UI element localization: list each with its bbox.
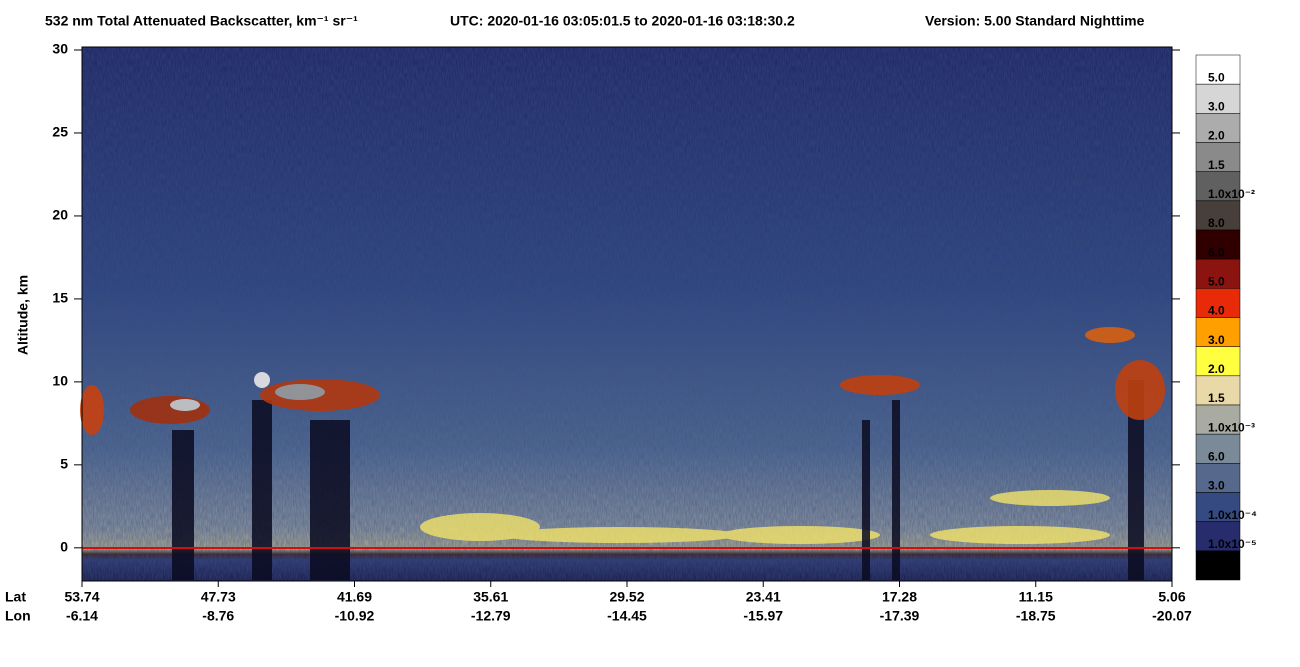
y-tick-label: 15 bbox=[52, 290, 68, 306]
lon-label: -10.92 bbox=[335, 608, 375, 624]
lat-label: 23.41 bbox=[746, 589, 781, 605]
colorbar-label: 8.0 bbox=[1208, 216, 1225, 230]
lon-label: -12.79 bbox=[471, 608, 511, 624]
lat-row-label: Lat bbox=[5, 589, 26, 605]
lat-label: 17.28 bbox=[882, 589, 917, 605]
colorbar-cell bbox=[1195, 113, 1241, 143]
y-tick-label: 10 bbox=[52, 373, 68, 389]
colorbar-label: 1.0x10⁻³ bbox=[1208, 420, 1255, 434]
colorbar-label: 3.0 bbox=[1208, 333, 1225, 347]
colorbar-cell bbox=[1195, 83, 1241, 114]
y-tick-label: 5 bbox=[60, 456, 68, 472]
y-tick-label: 20 bbox=[52, 207, 68, 223]
colorbar-label: 6.0 bbox=[1208, 245, 1225, 259]
colorbar-cell bbox=[1195, 229, 1241, 260]
lat-label: 35.61 bbox=[473, 589, 508, 605]
colorbar-cell bbox=[1195, 550, 1241, 581]
lat-label: 11.15 bbox=[1019, 589, 1053, 605]
y-axis-label: Altitude, km bbox=[15, 275, 31, 355]
colorbar-label: 1.5 bbox=[1208, 158, 1225, 172]
colorbar-label: 5.0 bbox=[1208, 275, 1225, 289]
lon-label: -8.76 bbox=[202, 608, 234, 624]
colorbar-cell bbox=[1195, 200, 1241, 231]
colorbar-cell bbox=[1195, 317, 1241, 347]
low-layer bbox=[420, 490, 1110, 544]
lat-label: 47.73 bbox=[201, 589, 236, 605]
colorbar-label: 1.0x10⁻⁵ bbox=[1208, 537, 1257, 551]
colorbar-cell bbox=[1195, 433, 1241, 464]
colorbar-cell bbox=[1195, 142, 1241, 172]
colorbar-label: 1.0x10⁻⁴ bbox=[1208, 508, 1257, 522]
lon-label: -20.07 bbox=[1152, 608, 1192, 624]
colorbar-label: 6.0 bbox=[1208, 450, 1225, 464]
colorbar-label: 1.5 bbox=[1208, 391, 1225, 405]
lon-label: -15.97 bbox=[743, 608, 783, 624]
lat-label: 41.69 bbox=[337, 589, 372, 605]
lon-label: -14.45 bbox=[607, 608, 647, 624]
colorbar-label: 2.0 bbox=[1208, 129, 1225, 143]
lat-label: 5.06 bbox=[1158, 589, 1185, 605]
colorbar-cell bbox=[1195, 171, 1241, 202]
colorbar-label: 2.0 bbox=[1208, 362, 1225, 376]
y-tick-label: 0 bbox=[60, 539, 68, 555]
chart-title: 532 nm Total Attenuated Backscatter, km⁻… bbox=[45, 13, 358, 29]
curtain bbox=[80, 46, 1173, 582]
cloud-tops bbox=[80, 327, 1165, 435]
colorbar-label: 1.0x10⁻² bbox=[1208, 187, 1255, 201]
colorbar-cell bbox=[1195, 521, 1241, 552]
cloud-columns bbox=[172, 380, 1144, 580]
colorbar-cell bbox=[1195, 463, 1241, 493]
colorbar-cell bbox=[1195, 288, 1241, 318]
version-label: Version: 5.00 Standard Nighttime bbox=[925, 13, 1145, 29]
colorbar-label: 3.0 bbox=[1208, 100, 1225, 114]
colorbar-cell bbox=[1195, 258, 1241, 289]
colorbar-label: 3.0 bbox=[1208, 479, 1225, 493]
y-tick-label: 25 bbox=[52, 124, 68, 140]
lat-label: 53.74 bbox=[64, 589, 99, 605]
y-tick-label: 30 bbox=[52, 41, 68, 57]
colorbar-label: 4.0 bbox=[1208, 304, 1225, 318]
colorbar-cell bbox=[1195, 54, 1241, 85]
lon-label: -17.39 bbox=[880, 608, 920, 624]
colorbar-label: 5.0 bbox=[1208, 70, 1225, 84]
lat-label: 29.52 bbox=[609, 589, 644, 605]
chart-subtitle: UTC: 2020-01-16 03:05:01.5 to 2020-01-16… bbox=[450, 13, 795, 29]
lon-label: -6.14 bbox=[66, 608, 98, 624]
lon-label: -18.75 bbox=[1016, 608, 1056, 624]
lon-row-label: Lon bbox=[5, 608, 31, 624]
